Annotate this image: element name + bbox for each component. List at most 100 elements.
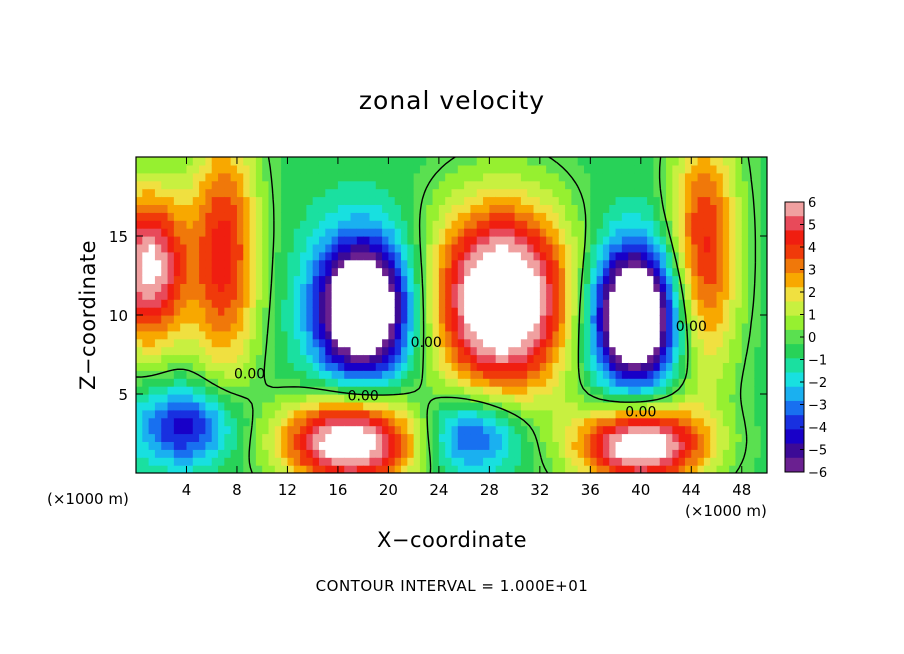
heatmap-cell bbox=[533, 417, 541, 427]
heatmap-cell bbox=[382, 441, 389, 450]
heatmap-cell bbox=[684, 338, 692, 348]
heatmap-cell bbox=[501, 433, 509, 442]
heatmap-cell bbox=[136, 338, 143, 348]
heatmap-cell bbox=[356, 417, 364, 427]
heatmap-cell bbox=[356, 259, 364, 269]
heatmap-cell bbox=[382, 220, 389, 229]
heatmap-cell bbox=[356, 378, 364, 387]
heatmap-cell bbox=[678, 291, 686, 300]
heatmap-cell bbox=[514, 172, 522, 182]
heatmap-cell bbox=[445, 433, 453, 442]
heatmap-cell bbox=[394, 330, 402, 340]
heatmap-cell bbox=[350, 188, 358, 198]
heatmap-cell bbox=[514, 330, 522, 340]
heatmap-cell bbox=[407, 378, 415, 387]
heatmap-cell bbox=[684, 251, 692, 261]
heatmap-cell bbox=[293, 236, 301, 245]
heatmap-cell bbox=[647, 338, 655, 348]
heatmap-cell bbox=[754, 307, 762, 316]
heatmap-cell bbox=[249, 425, 257, 435]
heatmap-cell bbox=[552, 322, 560, 332]
heatmap-cell bbox=[281, 291, 289, 300]
heatmap-cell bbox=[205, 386, 213, 395]
heatmap-cell bbox=[274, 196, 282, 205]
heatmap-cell bbox=[344, 441, 352, 450]
heatmap-cell bbox=[154, 283, 162, 292]
heatmap-cell bbox=[722, 378, 730, 387]
heatmap-cell bbox=[274, 417, 282, 427]
heatmap-cell bbox=[653, 188, 661, 198]
heatmap-cell bbox=[678, 441, 686, 450]
heatmap-cell bbox=[609, 228, 617, 237]
heatmap-cell bbox=[495, 457, 503, 466]
heatmap-cell bbox=[243, 220, 251, 229]
heatmap-cell bbox=[268, 425, 276, 435]
heatmap-cell bbox=[262, 409, 270, 419]
heatmap-cell bbox=[571, 346, 579, 356]
heatmap-cell bbox=[590, 346, 598, 356]
heatmap-cell bbox=[438, 362, 446, 371]
heatmap-cell bbox=[615, 236, 623, 245]
heatmap-cell bbox=[520, 307, 528, 316]
heatmap-cell bbox=[628, 441, 636, 450]
heatmap-cell bbox=[173, 401, 181, 411]
heatmap-cell bbox=[186, 220, 194, 229]
heatmap-cell bbox=[552, 346, 560, 356]
heatmap-cell bbox=[558, 386, 566, 395]
heatmap-cell bbox=[230, 401, 238, 411]
heatmap-cell bbox=[325, 409, 333, 419]
heatmap-cell bbox=[388, 330, 396, 340]
heatmap-cell bbox=[438, 307, 446, 316]
heatmap-cell bbox=[558, 283, 566, 292]
heatmap-cell bbox=[539, 362, 547, 371]
heatmap-cell bbox=[666, 346, 673, 356]
heatmap-cell bbox=[192, 299, 200, 308]
heatmap-cell bbox=[205, 204, 213, 213]
heatmap-cell bbox=[615, 354, 623, 363]
heatmap-cell bbox=[754, 157, 762, 166]
colorbar-swatch bbox=[785, 358, 804, 373]
heatmap-cell bbox=[318, 204, 326, 213]
heatmap-cell bbox=[262, 322, 270, 332]
heatmap-cell bbox=[577, 433, 585, 442]
heatmap-cell bbox=[653, 401, 661, 411]
heatmap-cell bbox=[659, 243, 667, 253]
heatmap-cell bbox=[741, 386, 749, 395]
heatmap-cell bbox=[230, 425, 238, 435]
heatmap-cell bbox=[470, 425, 478, 435]
heatmap-cell bbox=[703, 401, 711, 411]
heatmap-cell bbox=[489, 180, 497, 190]
heatmap-cell bbox=[312, 425, 320, 435]
heatmap-cell bbox=[154, 180, 162, 190]
heatmap-cell bbox=[312, 283, 320, 292]
heatmap-cell bbox=[249, 275, 257, 284]
heatmap-cell bbox=[565, 299, 572, 308]
heatmap-cell bbox=[419, 457, 427, 466]
heatmap-cell bbox=[628, 307, 636, 316]
heatmap-cell bbox=[596, 338, 604, 348]
heatmap-cell bbox=[621, 180, 629, 190]
heatmap-cell bbox=[760, 204, 767, 213]
heatmap-cell bbox=[293, 172, 301, 182]
heatmap-cell bbox=[344, 378, 352, 387]
heatmap-cell bbox=[287, 465, 295, 473]
heatmap-cell bbox=[533, 220, 541, 229]
heatmap-cell bbox=[312, 394, 320, 403]
heatmap-cell bbox=[236, 164, 244, 174]
heatmap-cell bbox=[678, 157, 686, 166]
heatmap-cell bbox=[167, 457, 175, 466]
heatmap-cell bbox=[609, 291, 617, 300]
heatmap-cell bbox=[199, 354, 207, 363]
colorbar-swatch bbox=[785, 329, 804, 345]
heatmap-cell bbox=[401, 330, 408, 340]
heatmap-cell bbox=[483, 236, 490, 245]
heatmap-cell bbox=[394, 243, 402, 253]
heatmap-cell bbox=[445, 291, 453, 300]
heatmap-cell bbox=[609, 172, 617, 182]
heatmap-cell bbox=[419, 409, 427, 419]
heatmap-cell bbox=[167, 220, 175, 229]
heatmap-cell bbox=[546, 354, 554, 363]
heatmap-cell bbox=[173, 267, 181, 277]
heatmap-cell bbox=[697, 283, 705, 292]
heatmap-cell bbox=[640, 362, 648, 371]
